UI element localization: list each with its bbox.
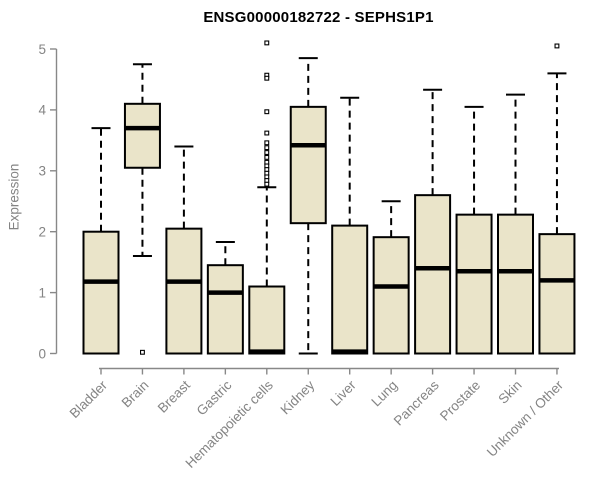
x-tick-label: Gastric	[194, 377, 235, 418]
boxplot-pancreas	[414, 88, 452, 355]
x-tick-label: Bladder	[67, 377, 111, 421]
x-tick-label: Prostate	[437, 378, 483, 424]
outlier-point	[264, 145, 270, 151]
boxplot-gastric	[206, 241, 244, 355]
iqr-box	[248, 285, 286, 355]
iqr-box	[331, 224, 369, 355]
x-tick-label: Pancreas	[391, 377, 442, 428]
x-tick-label: Skin	[495, 378, 524, 407]
iqr-box	[123, 102, 161, 169]
outlier-point	[264, 150, 270, 155]
outlier-point	[264, 109, 270, 115]
y-tick-label: 1	[38, 285, 46, 300]
x-tick-label: Brain	[119, 378, 152, 411]
boxplot-unknown-other	[538, 43, 576, 355]
iqr-box	[497, 213, 534, 355]
iqr-box	[206, 264, 244, 355]
boxplot-prostate	[455, 105, 493, 355]
y-tick-label: 0	[38, 346, 46, 361]
y-tick-label: 3	[38, 164, 46, 179]
outlier-point	[264, 130, 270, 136]
x-tick-label: Kidney	[278, 377, 318, 417]
outlier-point	[264, 181, 270, 187]
outlier-point	[264, 154, 270, 160]
outlier-point	[264, 75, 270, 81]
x-tick-label: Liver	[328, 377, 360, 409]
outlier-point	[264, 140, 270, 146]
boxplot-hematopoietic-cells	[248, 40, 286, 355]
iqr-box	[414, 194, 452, 355]
iqr-box	[538, 233, 576, 355]
iqr-box	[82, 230, 120, 355]
outlier-point	[554, 43, 560, 49]
boxplot-brain	[123, 63, 161, 355]
boxplot-bladder	[82, 127, 120, 355]
x-tick-label: Unknown / Other	[484, 377, 567, 460]
iqr-box	[165, 227, 203, 355]
y-axis: 0 1 2 3 4 5	[38, 42, 58, 361]
outlier-point	[264, 40, 270, 46]
boxplot-lung	[372, 200, 410, 355]
boxplot-skin	[497, 93, 534, 355]
x-tick-label: Breast	[155, 377, 193, 415]
boxplot-breast	[165, 145, 203, 355]
iqr-box	[455, 213, 493, 355]
y-tick-label: 5	[38, 42, 46, 57]
boxplot-liver	[331, 96, 369, 355]
outlier-point	[140, 349, 145, 355]
iqr-box	[289, 105, 327, 225]
iqr-box	[372, 236, 410, 355]
chart-title: ENSG00000182722 - SEPHS1P1	[203, 9, 434, 26]
y-tick-label: 4	[38, 103, 46, 118]
boxplot-kidney	[289, 57, 327, 355]
y-tick-label: 2	[38, 225, 46, 240]
x-tick-label: Lung	[368, 378, 400, 410]
